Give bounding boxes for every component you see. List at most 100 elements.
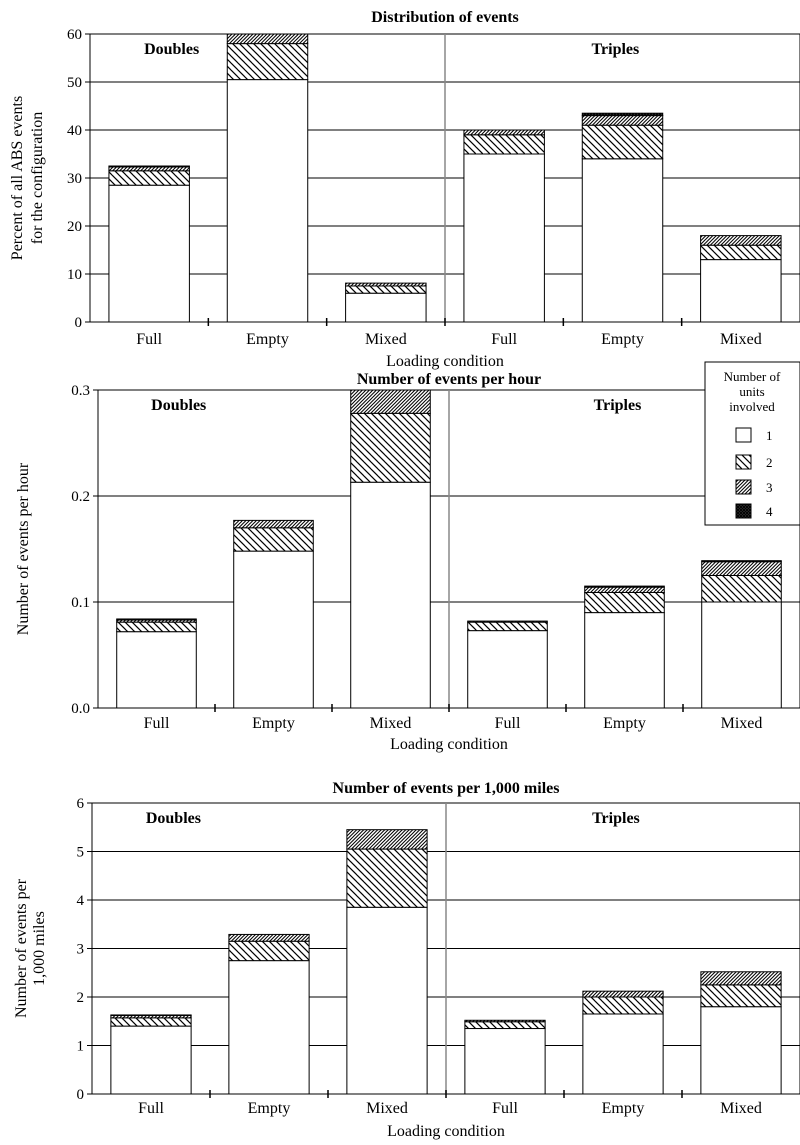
x-axis-label: Loading condition bbox=[390, 736, 508, 753]
bar-segment bbox=[463, 129, 545, 136]
y-tick-label: 1 bbox=[77, 1039, 85, 1055]
bar-segment bbox=[581, 115, 664, 126]
bar-segment bbox=[700, 244, 782, 261]
chart-title: Distribution of events bbox=[371, 9, 519, 26]
legend-box bbox=[704, 361, 800, 526]
group-label: Triples bbox=[592, 810, 640, 827]
group-label: Doubles bbox=[144, 41, 199, 58]
panel-events-per-hour: Full Empty Mixed Full Empty Mixed 0.0 0.1 0.2 0.3… bbox=[15, 371, 800, 753]
bar-segment bbox=[110, 1017, 192, 1027]
bar-segment bbox=[701, 560, 782, 563]
y-tick-label: 30 bbox=[67, 171, 82, 187]
y-tick-label: 0 bbox=[77, 1087, 85, 1103]
y-axis-label: for the configuration bbox=[29, 112, 46, 244]
panel-distribution-of-events: Full Empty Mixed Full Empty Mixed 0 10 20 30 40 50 6… bbox=[9, 9, 800, 370]
y-tick-label: 10 bbox=[67, 267, 82, 283]
bar-segment bbox=[584, 585, 665, 588]
bar-segment bbox=[233, 519, 314, 529]
legend-title-line-3: involved bbox=[729, 399, 775, 414]
bar-segment bbox=[701, 561, 782, 576]
bar-segment bbox=[701, 601, 782, 709]
category-label: Mixed bbox=[721, 715, 763, 732]
y-tick-label: 0.2 bbox=[71, 489, 90, 505]
bar-segment bbox=[350, 412, 431, 483]
y-tick-label: 60 bbox=[67, 27, 82, 43]
category-label: Full bbox=[138, 1100, 164, 1117]
legend-label-1: 1 bbox=[766, 428, 773, 443]
bar-segment bbox=[116, 631, 197, 709]
bar-segment bbox=[345, 292, 427, 323]
bar-segment bbox=[700, 1006, 782, 1095]
group-label: Doubles bbox=[146, 810, 201, 827]
bar-segment bbox=[700, 984, 782, 1008]
bar-segment bbox=[346, 829, 428, 850]
legend-swatch-4 bbox=[735, 503, 752, 519]
y-tick-label: 50 bbox=[67, 75, 82, 91]
y-axis-label: 1,000 miles bbox=[31, 911, 48, 986]
bar-segment bbox=[116, 621, 197, 633]
bar-segment bbox=[233, 527, 314, 552]
group-label: Triples bbox=[592, 41, 640, 58]
y-tick-label: 6 bbox=[77, 796, 85, 812]
bar-segment bbox=[233, 550, 314, 709]
bar-segment bbox=[581, 112, 664, 117]
bar-segment bbox=[581, 158, 664, 323]
bar-segment bbox=[467, 621, 548, 632]
legend-title-line-1: Number of bbox=[724, 369, 781, 384]
category-label: Full bbox=[491, 331, 517, 348]
category-label: Mixed bbox=[720, 1100, 762, 1117]
y-axis-label: Number of events per hour bbox=[15, 462, 32, 635]
bar-segment bbox=[108, 170, 190, 186]
legend-swatch-3 bbox=[735, 479, 752, 495]
bar-segment bbox=[582, 1013, 664, 1095]
y-tick-label: 0.0 bbox=[71, 701, 90, 717]
bar-segment bbox=[116, 618, 197, 621]
category-label: Full bbox=[495, 715, 521, 732]
bar-segment bbox=[467, 620, 548, 623]
bar-segment bbox=[226, 79, 309, 323]
bar-segment bbox=[581, 124, 664, 160]
bar-segment bbox=[584, 591, 665, 614]
category-label: Mixed bbox=[366, 1100, 408, 1117]
bar-segment bbox=[345, 285, 427, 294]
category-label: Empty bbox=[602, 1100, 645, 1117]
category-label: Mixed bbox=[365, 331, 407, 348]
category-label: Full bbox=[492, 1100, 518, 1117]
bar-segment bbox=[345, 282, 427, 287]
category-label: Empty bbox=[248, 1100, 291, 1117]
y-tick-label: 20 bbox=[67, 219, 82, 235]
bar-segment bbox=[700, 259, 782, 323]
legend-swatch-1 bbox=[735, 427, 752, 443]
y-tick-label: 5 bbox=[77, 845, 85, 861]
bar-segment bbox=[346, 906, 428, 1095]
x-axis-label: Loading condition bbox=[386, 353, 504, 370]
bar-segment bbox=[701, 575, 782, 603]
y-tick-label: 3 bbox=[77, 942, 85, 958]
y-axis-label: Percent of all ABS events bbox=[9, 96, 26, 260]
category-label: Full bbox=[144, 715, 170, 732]
bar-segment bbox=[467, 630, 548, 709]
legend-label-3: 3 bbox=[766, 480, 773, 495]
bar-segment bbox=[582, 996, 664, 1015]
bar-segment bbox=[584, 586, 665, 593]
category-label: Mixed bbox=[370, 715, 412, 732]
legend-label-2: 2 bbox=[766, 455, 773, 470]
bar-segment bbox=[108, 165, 190, 168]
legend-label-4: 4 bbox=[766, 504, 773, 519]
bar-segment bbox=[464, 1019, 546, 1023]
bar-segment bbox=[226, 43, 309, 81]
category-label: Mixed bbox=[720, 331, 762, 348]
legend: Number of units involved 1 2 3 4 bbox=[704, 361, 800, 526]
bar-segment bbox=[582, 990, 664, 998]
legend-title-line-2: units bbox=[739, 384, 764, 399]
bar-segment bbox=[110, 1025, 192, 1095]
bar-segment bbox=[700, 971, 782, 986]
chart-title: Number of events per 1,000 miles bbox=[333, 780, 560, 797]
y-tick-label: 0 bbox=[75, 315, 83, 331]
x-axis-label: Loading condition bbox=[387, 1123, 505, 1140]
bar-segment bbox=[228, 940, 310, 962]
bar-segment bbox=[350, 389, 431, 414]
bar-segment bbox=[464, 1021, 546, 1030]
bar-segment bbox=[463, 153, 545, 323]
